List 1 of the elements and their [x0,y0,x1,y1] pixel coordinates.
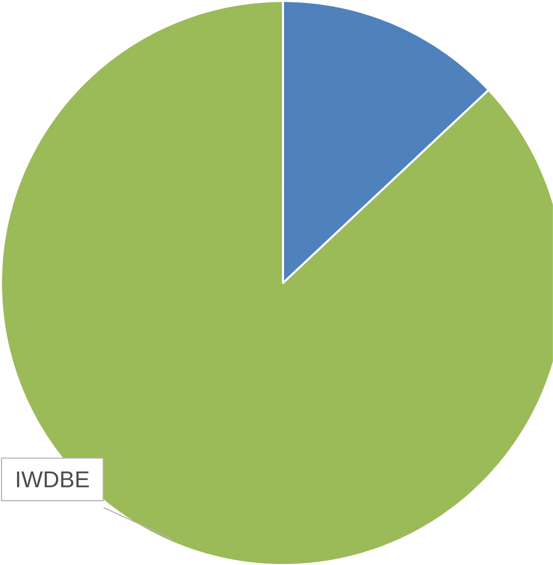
slice-label: IWDBE [17,472,89,488]
